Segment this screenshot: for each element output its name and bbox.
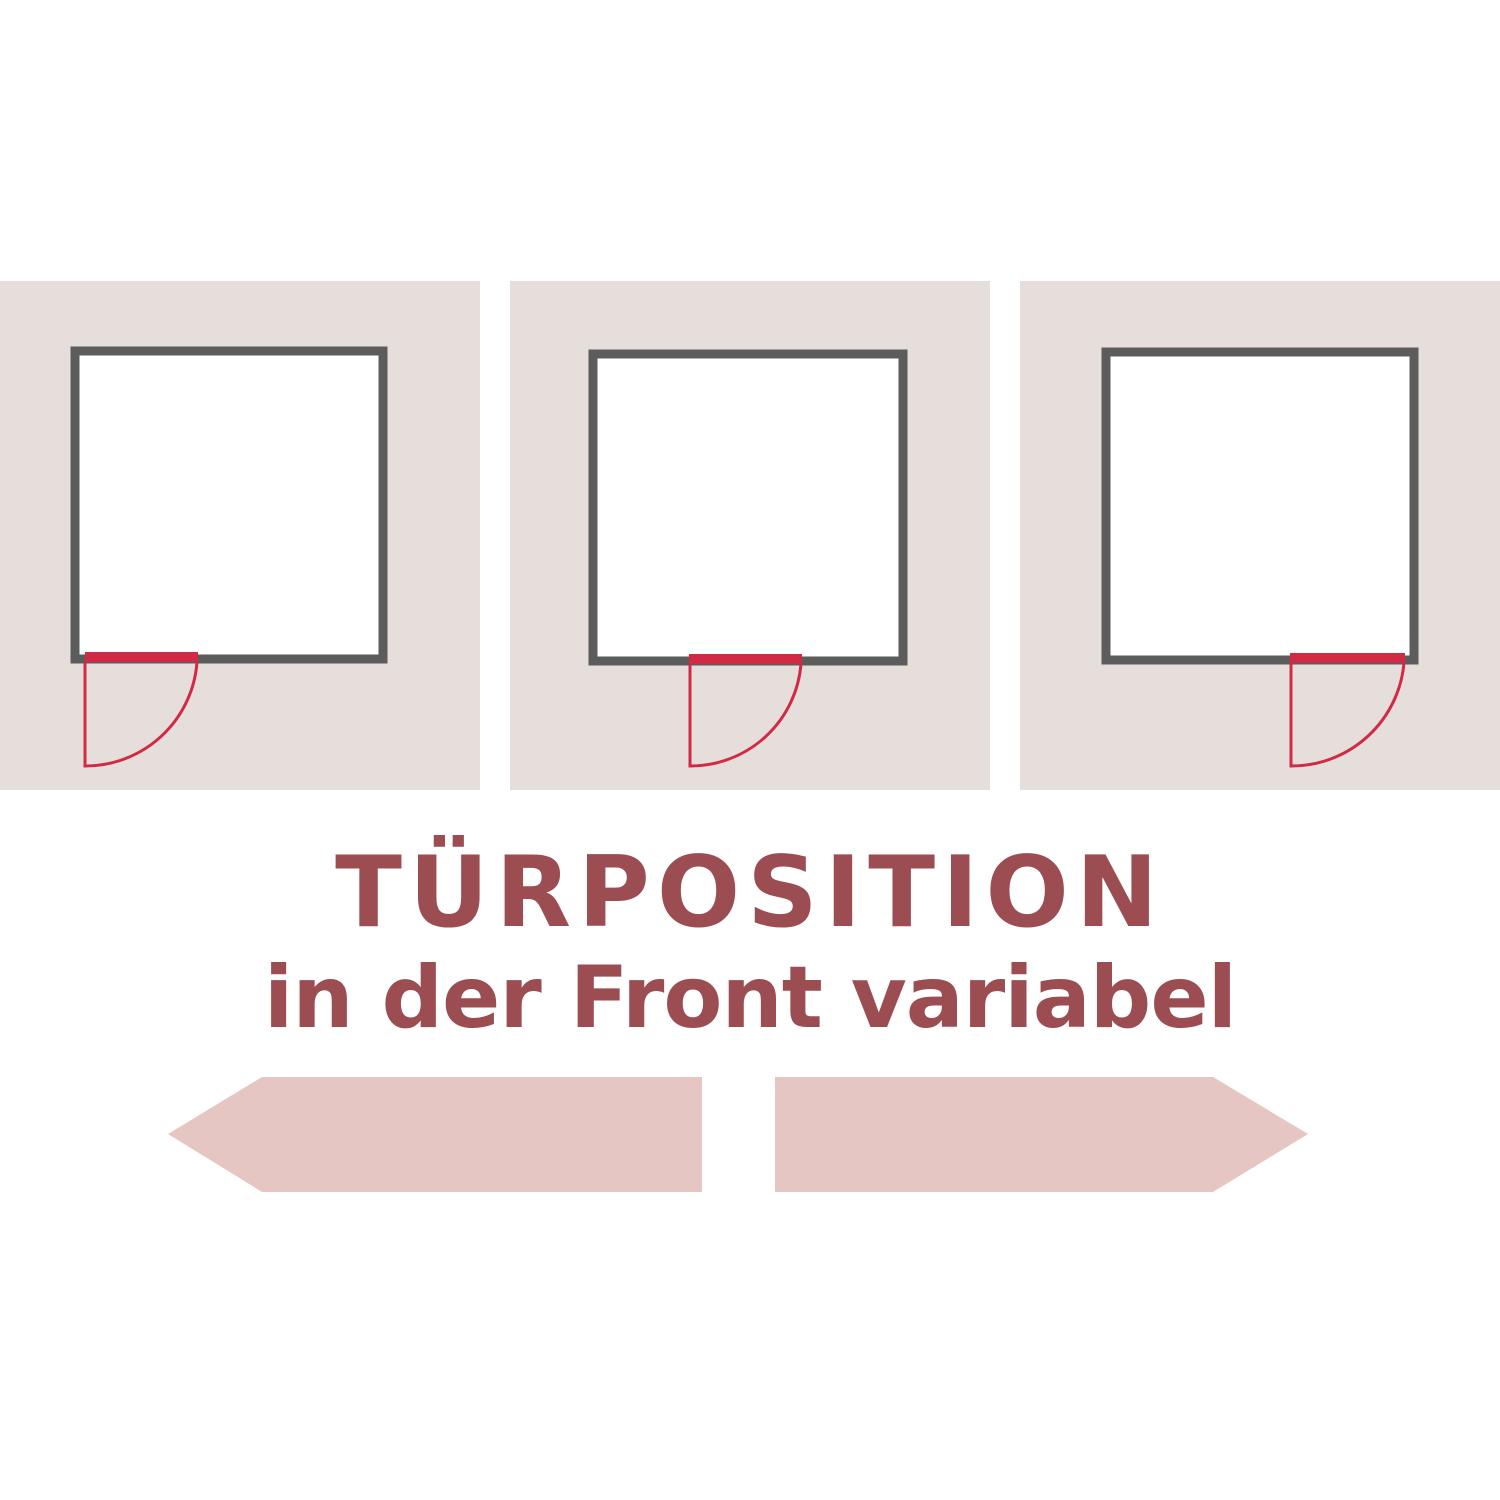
floorplan-drawing: [1101, 347, 1419, 768]
room-wall: [1101, 347, 1419, 665]
door-swing-arc: [688, 663, 803, 768]
floorplan-door-center: [510, 281, 990, 790]
floorplan-door-left: [0, 281, 480, 790]
subline: in der Front variabel: [263, 948, 1237, 1048]
door-swing-arc: [1289, 662, 1406, 768]
room-wall: [588, 349, 908, 666]
room-wall: [70, 346, 388, 664]
headline: TÜRPOSITION: [335, 836, 1165, 950]
floorplan-drawing: [588, 349, 908, 768]
door-swing-arc: [83, 661, 199, 768]
floorplan-door-right: [1020, 281, 1500, 790]
direction-arrows: [168, 1077, 1308, 1192]
arrow-left-icon: [168, 1077, 702, 1192]
floorplan-drawing: [70, 346, 388, 768]
arrow-right-icon: [775, 1077, 1308, 1192]
